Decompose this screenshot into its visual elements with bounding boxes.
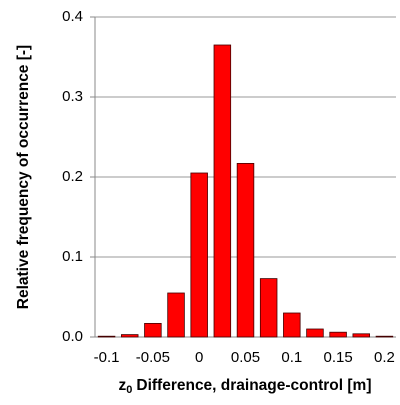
x-axis-label: z0 Difference, drainage-control [m] [119,377,372,396]
x-axis-label-rest: Difference, drainage-control [m] [136,377,371,394]
x-tick-label: -0.1 [94,349,120,366]
x-tick-label: -0.05 [136,349,170,366]
y-tick-label: 0.4 [62,8,83,25]
x-tick-label: 0.1 [281,349,302,366]
x-tick-label: 0.15 [324,349,353,366]
bar [329,331,347,338]
bar [190,172,208,338]
bar [213,44,232,338]
bar [236,162,255,338]
x-tick-label: 0.2 [374,349,395,366]
bar [375,335,394,338]
x-axis-label-main: z [119,377,127,394]
x-tick-label: 0 [195,349,203,366]
y-axis-label: Relative frequency of occurrence [-] [15,45,32,309]
bar [352,333,371,338]
bar [120,334,139,338]
bar [144,322,162,338]
bar [283,312,301,338]
y-tick-label: 0.0 [62,328,83,345]
y-tick-label: 0.3 [62,88,83,105]
bar [306,328,324,338]
y-tick-label: 0.2 [62,168,83,185]
x-tick-label: 0.05 [231,349,260,366]
bar [259,278,278,338]
x-axis-label-sub: 0 [126,384,132,396]
bar [97,335,116,338]
bar [167,292,185,338]
y-tick-label: 0.1 [62,248,83,265]
